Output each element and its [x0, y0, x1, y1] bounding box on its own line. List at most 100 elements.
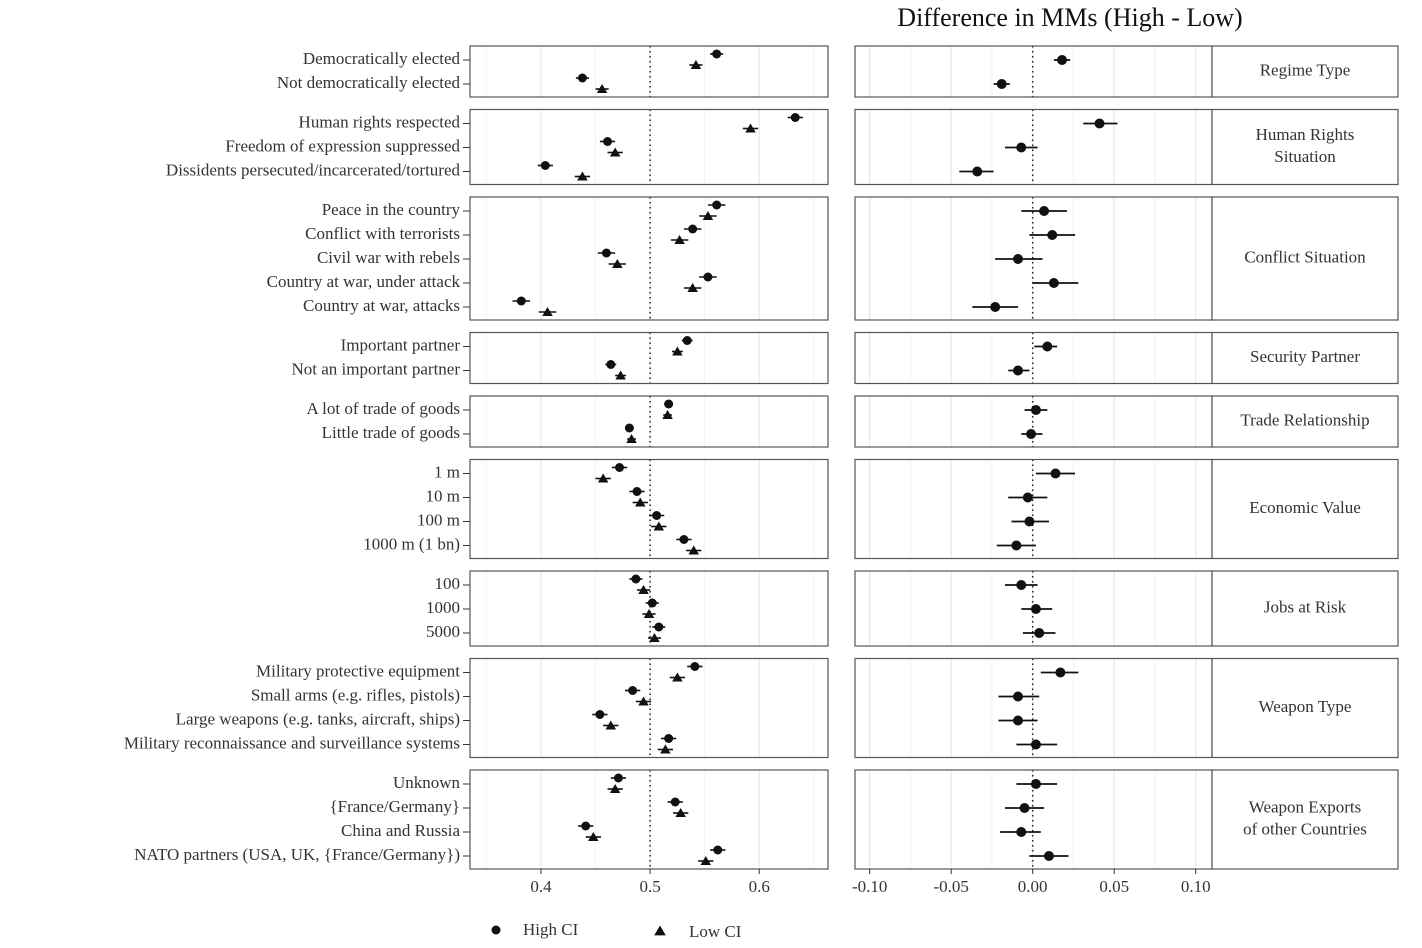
low-point	[612, 259, 623, 268]
level-label: Large weapons (e.g. tanks, aircraft, shi…	[176, 709, 460, 728]
diff-point	[1022, 492, 1033, 503]
diff-point	[1055, 667, 1066, 678]
strip-label: of other Countries	[1243, 819, 1367, 838]
panel-border	[469, 331, 829, 385]
low-point	[577, 171, 588, 181]
diff-point	[1013, 254, 1024, 264]
level-label: Not democratically elected	[277, 73, 461, 92]
high-point	[624, 423, 634, 433]
legend-high-marker	[491, 925, 501, 935]
high-point	[682, 336, 692, 345]
panel-bg	[855, 46, 1212, 97]
panel-bg	[855, 396, 1212, 447]
low-point	[674, 235, 685, 244]
high-point	[679, 535, 689, 544]
low-point	[605, 720, 617, 730]
diff-point	[1042, 341, 1053, 352]
strip-label: Security Partner	[1250, 347, 1360, 366]
strip	[1211, 657, 1399, 759]
high-point	[712, 49, 722, 59]
diff-point	[1048, 278, 1059, 288]
panel-bg	[470, 332, 828, 384]
low-point	[672, 672, 683, 682]
diff-point	[1016, 580, 1027, 590]
panel-bg	[470, 571, 828, 646]
high-point	[690, 662, 700, 671]
level-label: Country at war, under attack	[267, 272, 461, 291]
low-point	[609, 784, 621, 793]
panel-bg	[470, 658, 828, 758]
x-tick-label: 0.4	[530, 877, 552, 896]
low-point	[596, 84, 608, 93]
level-label: China and Russia	[341, 821, 460, 840]
panel-bg	[470, 197, 828, 320]
high-point	[601, 248, 611, 258]
diff-point	[996, 79, 1007, 89]
diff-point	[990, 302, 1001, 312]
level-label: Unknown	[393, 773, 461, 792]
level-label: {France/Germany}	[329, 797, 460, 816]
low-point	[638, 696, 649, 706]
low-point	[687, 283, 698, 292]
low-point	[626, 434, 637, 443]
panel-bg	[855, 332, 1212, 384]
level-label: Not an important partner	[291, 359, 460, 378]
high-point	[516, 296, 526, 306]
high-point	[688, 224, 698, 234]
high-point	[713, 845, 723, 855]
x-tick-label: 0.10	[1181, 877, 1211, 896]
strip-label: Conflict Situation	[1244, 247, 1366, 266]
level-label: Small arms (e.g. rifles, pistols)	[251, 685, 460, 704]
level-label: 1000 m (1 bn)	[363, 534, 460, 553]
strip	[1211, 769, 1399, 870]
diff-point	[1016, 142, 1027, 153]
low-point	[702, 211, 714, 220]
low-point	[649, 633, 660, 642]
strip-label: Weapon Exports	[1249, 797, 1361, 816]
low-point	[745, 123, 756, 133]
panel-bg	[470, 459, 828, 559]
strip	[1211, 395, 1399, 448]
panel-bg	[470, 396, 828, 447]
diff-point	[1034, 628, 1045, 638]
strip	[1211, 196, 1399, 321]
panel-border	[469, 395, 829, 448]
low-point	[675, 808, 686, 817]
high-point	[613, 773, 623, 783]
low-point	[700, 856, 712, 865]
level-label: Important partner	[341, 335, 461, 354]
low-point	[615, 370, 626, 380]
low-point	[597, 473, 609, 483]
high-point	[712, 200, 722, 210]
diff-point	[1039, 206, 1050, 216]
panel-bg	[470, 109, 828, 185]
x-tick-label: 0.6	[749, 877, 770, 896]
high-point	[664, 399, 674, 409]
strip-label: Human Rights	[1256, 125, 1355, 144]
low-point	[609, 147, 621, 157]
level-label: 1 m	[434, 462, 460, 481]
high-point	[670, 797, 680, 807]
level-label: Dissidents persecuted/incarcerated/tortu…	[166, 160, 461, 179]
high-point	[631, 574, 641, 584]
level-label: A lot of trade of goods	[307, 399, 460, 418]
low-point	[643, 609, 655, 618]
level-label: 5000	[426, 622, 460, 641]
high-point	[664, 734, 674, 743]
low-point	[542, 307, 553, 316]
diff-point	[1016, 827, 1027, 837]
diff-point	[1030, 405, 1041, 415]
level-label: 1000	[426, 598, 460, 617]
panel-border	[469, 45, 829, 98]
high-point	[654, 622, 664, 632]
chart-title: Difference in MMs (High - Low)	[897, 3, 1242, 32]
level-label: 10 m	[426, 486, 460, 505]
panel-border	[469, 458, 829, 560]
diff-point	[1013, 691, 1024, 702]
diff-point	[1047, 230, 1058, 240]
low-point	[690, 60, 702, 69]
low-point	[635, 497, 646, 507]
strip	[1211, 570, 1399, 647]
strip	[1211, 458, 1399, 560]
